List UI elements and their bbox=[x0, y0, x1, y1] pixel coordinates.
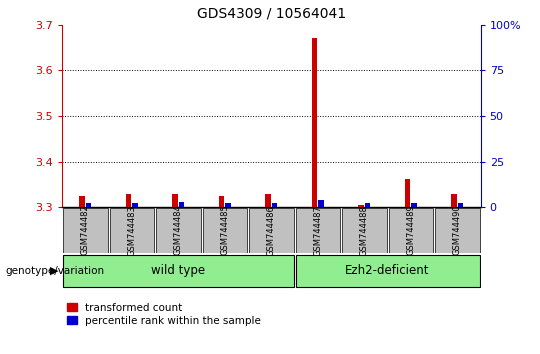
Bar bbox=[359, 205, 364, 207]
Text: GSM744489: GSM744489 bbox=[407, 205, 415, 256]
Text: GSM744485: GSM744485 bbox=[220, 205, 230, 256]
Text: GSM744483: GSM744483 bbox=[127, 205, 136, 256]
Text: GSM744486: GSM744486 bbox=[267, 205, 276, 256]
FancyBboxPatch shape bbox=[249, 207, 294, 253]
Bar bbox=[318, 200, 324, 207]
Bar bbox=[405, 179, 410, 207]
Legend: transformed count, percentile rank within the sample: transformed count, percentile rank withi… bbox=[68, 303, 261, 326]
Bar bbox=[411, 202, 417, 207]
FancyBboxPatch shape bbox=[295, 207, 340, 253]
Bar bbox=[451, 194, 457, 207]
Bar bbox=[179, 202, 184, 207]
Bar bbox=[265, 194, 271, 207]
Text: genotype/variation: genotype/variation bbox=[5, 266, 105, 276]
Bar bbox=[86, 204, 91, 207]
Bar bbox=[132, 202, 138, 207]
Bar bbox=[312, 38, 318, 207]
Bar bbox=[172, 194, 178, 207]
FancyBboxPatch shape bbox=[63, 207, 107, 253]
Text: Ezh2-deficient: Ezh2-deficient bbox=[346, 264, 430, 277]
FancyBboxPatch shape bbox=[63, 255, 294, 287]
Text: GSM744482: GSM744482 bbox=[81, 205, 90, 256]
FancyBboxPatch shape bbox=[342, 207, 387, 253]
Text: GSM744487: GSM744487 bbox=[313, 205, 322, 256]
Text: GSM744484: GSM744484 bbox=[174, 205, 183, 256]
Bar bbox=[219, 196, 225, 207]
Bar bbox=[225, 204, 231, 207]
FancyBboxPatch shape bbox=[156, 207, 201, 253]
FancyBboxPatch shape bbox=[389, 207, 433, 253]
Bar bbox=[365, 202, 370, 207]
FancyBboxPatch shape bbox=[435, 207, 480, 253]
Bar bbox=[272, 202, 278, 207]
Bar bbox=[126, 194, 131, 207]
FancyBboxPatch shape bbox=[110, 207, 154, 253]
Text: wild type: wild type bbox=[151, 264, 205, 277]
FancyBboxPatch shape bbox=[202, 207, 247, 253]
Text: GSM744490: GSM744490 bbox=[453, 205, 462, 256]
Bar bbox=[79, 196, 85, 207]
Text: GSM744488: GSM744488 bbox=[360, 205, 369, 256]
Text: ▶: ▶ bbox=[50, 266, 58, 276]
FancyBboxPatch shape bbox=[295, 255, 480, 287]
Title: GDS4309 / 10564041: GDS4309 / 10564041 bbox=[197, 7, 346, 21]
Bar bbox=[458, 204, 463, 207]
